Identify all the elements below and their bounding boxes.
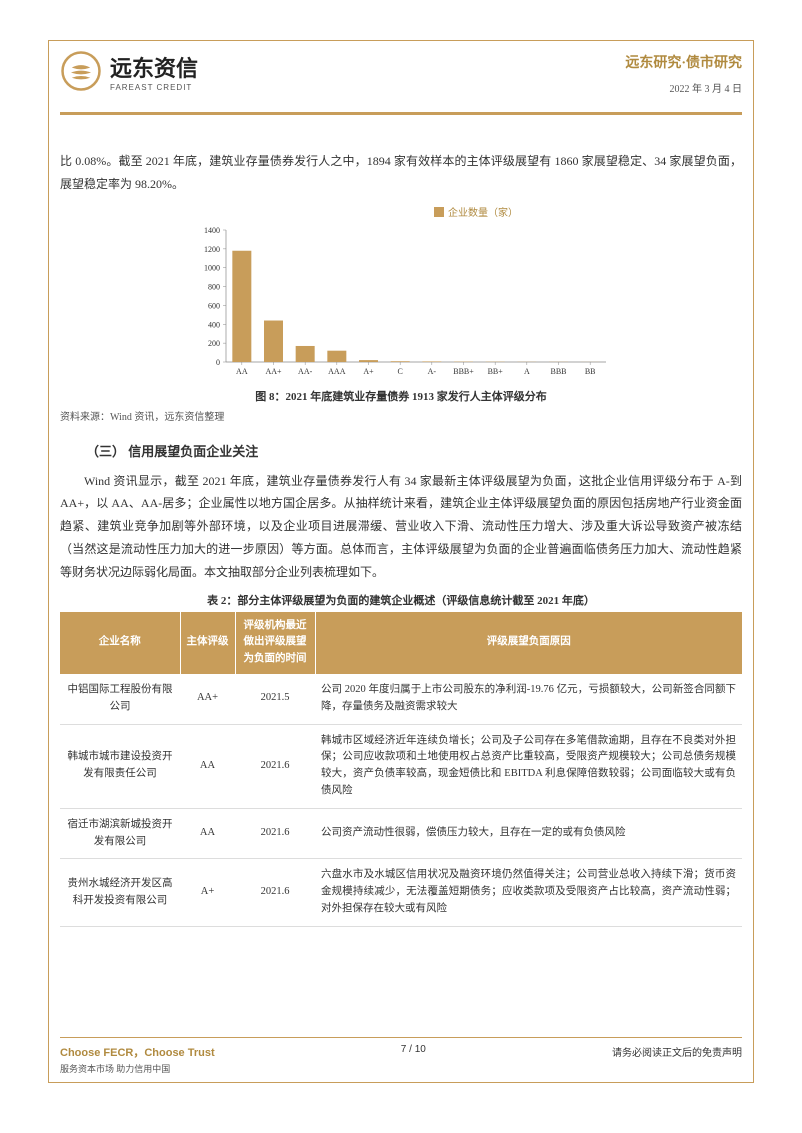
svg-text:A+: A+ bbox=[363, 367, 374, 376]
svg-text:400: 400 bbox=[208, 320, 220, 329]
cell-company-name: 中铝国际工程股份有限公司 bbox=[60, 674, 180, 724]
rating-distribution-chart: 企业数量（家） 0200400600800100012001400AAAA+AA… bbox=[60, 204, 742, 404]
footer-left: Choose FECR，Choose Trust 服务资本市场 助力信用中国 bbox=[60, 1044, 215, 1075]
svg-text:200: 200 bbox=[208, 339, 220, 348]
table-row: 贵州水城经济开发区高科开发投资有限公司 A+ 2021.6 六盘水市及水城区信用… bbox=[60, 859, 742, 926]
chart-caption: 图 8：2021 年底建筑业存量债券 1913 家发行人主体评级分布 bbox=[60, 388, 742, 404]
svg-text:600: 600 bbox=[208, 301, 220, 310]
svg-text:0: 0 bbox=[216, 358, 220, 367]
header-rule bbox=[60, 112, 742, 115]
svg-text:BB: BB bbox=[585, 367, 596, 376]
table-row: 韩城市城市建设投资开发有限责任公司 AA 2021.6 韩城市区域经济近年连续负… bbox=[60, 724, 742, 808]
logo-text-cn: 远东资信 bbox=[110, 51, 198, 83]
table-header-reason: 评级展望负面原因 bbox=[315, 612, 742, 674]
table-caption: 表 2：部分主体评级展望为负面的建筑企业概述（评级信息统计截至 2021 年底） bbox=[60, 592, 742, 608]
svg-text:AA+: AA+ bbox=[265, 367, 282, 376]
svg-text:1200: 1200 bbox=[204, 244, 220, 253]
footer-disclaimer: 请务必阅读正文后的免责声明 bbox=[612, 1044, 742, 1059]
legend-swatch-icon bbox=[434, 207, 444, 217]
cell-time: 2021.6 bbox=[235, 724, 315, 808]
footer-slogan-en: Choose FECR，Choose Trust bbox=[60, 1044, 215, 1060]
page-header: 远东资信 FAREAST CREDIT 远东研究·债市研究 2022 年 3 月… bbox=[60, 50, 742, 110]
cell-rating: AA bbox=[180, 808, 235, 859]
header-category: 远东研究·债市研究 bbox=[625, 52, 742, 72]
cell-rating: AA+ bbox=[180, 674, 235, 724]
cell-rating: AA bbox=[180, 724, 235, 808]
cell-rating: A+ bbox=[180, 859, 235, 926]
page-footer: Choose FECR，Choose Trust 服务资本市场 助力信用中国 7… bbox=[60, 1037, 742, 1075]
cell-company-name: 贵州水城经济开发区高科开发投资有限公司 bbox=[60, 859, 180, 926]
svg-text:800: 800 bbox=[208, 282, 220, 291]
svg-text:BBB+: BBB+ bbox=[453, 367, 474, 376]
negative-outlook-table: 企业名称 主体评级 评级机构最近做出评级展望为负面的时间 评级展望负面原因 中铝… bbox=[60, 612, 742, 927]
intro-paragraph: 比 0.08%。截至 2021 年底，建筑业存量债券发行人之中，1894 家有效… bbox=[60, 150, 742, 196]
table-header-rating: 主体评级 bbox=[180, 612, 235, 674]
chart-data-source: 资料来源：Wind 资讯，远东资信整理 bbox=[60, 408, 742, 423]
cell-reason: 韩城市区域经济近年连续负增长；公司及子公司存在多笔借款逾期，且存在不良类对外担保… bbox=[315, 724, 742, 808]
cell-company-name: 韩城市城市建设投资开发有限责任公司 bbox=[60, 724, 180, 808]
svg-text:AAA: AAA bbox=[328, 367, 346, 376]
svg-text:AA: AA bbox=[236, 367, 248, 376]
table-header-time: 评级机构最近做出评级展望为负面的时间 bbox=[235, 612, 315, 674]
svg-text:1000: 1000 bbox=[204, 263, 220, 272]
table-header-name: 企业名称 bbox=[60, 612, 180, 674]
svg-text:BBB: BBB bbox=[550, 367, 566, 376]
chart-legend-label: 企业数量（家） bbox=[448, 204, 518, 219]
chart-legend: 企业数量（家） bbox=[434, 204, 518, 219]
header-date: 2022 年 3 月 4 日 bbox=[625, 80, 742, 95]
cell-reason: 公司资产流动性很弱，偿债压力较大，且存在一定的或有负债风险 bbox=[315, 808, 742, 859]
table-row: 宿迁市湖滨新城投资开发有限公司 AA 2021.6 公司资产流动性很弱，偿债压力… bbox=[60, 808, 742, 859]
svg-text:A-: A- bbox=[428, 367, 437, 376]
footer-slogan-cn: 服务资本市场 助力信用中国 bbox=[60, 1062, 215, 1075]
table-row: 中铝国际工程股份有限公司 AA+ 2021.5 公司 2020 年度归属于上市公… bbox=[60, 674, 742, 724]
cell-time: 2021.5 bbox=[235, 674, 315, 724]
footer-rule bbox=[60, 1037, 742, 1038]
svg-text:C: C bbox=[397, 367, 402, 376]
cell-company-name: 宿迁市湖滨新城投资开发有限公司 bbox=[60, 808, 180, 859]
cell-reason: 六盘水市及水城区信用状况及融资环境仍然值得关注；公司营业总收入持续下滑；货币资金… bbox=[315, 859, 742, 926]
bar-chart-svg: 0200400600800100012001400AAAA+AA-AAAA+CA… bbox=[186, 224, 616, 384]
logo-block: 远东资信 FAREAST CREDIT bbox=[60, 50, 198, 92]
cell-time: 2021.6 bbox=[235, 859, 315, 926]
header-right: 远东研究·债市研究 2022 年 3 月 4 日 bbox=[625, 52, 742, 95]
fareast-logo-icon bbox=[60, 50, 102, 92]
footer-page-number: 7 / 10 bbox=[401, 1044, 426, 1055]
cell-time: 2021.6 bbox=[235, 808, 315, 859]
svg-text:BB+: BB+ bbox=[488, 367, 504, 376]
logo-text-en: FAREAST CREDIT bbox=[110, 83, 198, 92]
table-header-row: 企业名称 主体评级 评级机构最近做出评级展望为负面的时间 评级展望负面原因 bbox=[60, 612, 742, 674]
svg-text:1400: 1400 bbox=[204, 226, 220, 235]
section-paragraph: Wind 资讯显示，截至 2021 年底，建筑业存量债券发行人有 34 家最新主… bbox=[60, 470, 742, 584]
page-body: 比 0.08%。截至 2021 年底，建筑业存量债券发行人之中，1894 家有效… bbox=[60, 150, 742, 927]
section-heading: （三） 信用展望负面企业关注 bbox=[60, 441, 742, 460]
svg-text:A: A bbox=[524, 367, 530, 376]
svg-text:AA-: AA- bbox=[298, 367, 313, 376]
cell-reason: 公司 2020 年度归属于上市公司股东的净利润-19.76 亿元，亏损额较大，公… bbox=[315, 674, 742, 724]
